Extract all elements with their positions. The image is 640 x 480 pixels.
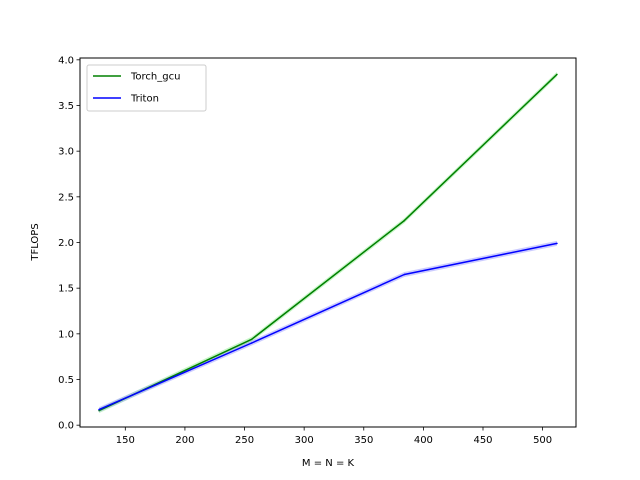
y-tick-label: 4.0 [58,55,74,66]
y-tick-label: 1.5 [58,284,74,295]
data-point-triton [403,273,406,276]
y-tick-label: 2.5 [58,192,74,203]
legend-label-torch-gcu: Torch_gcu [130,72,180,83]
x-tick-label: 300 [295,435,314,446]
x-tick-label: 450 [473,435,492,446]
series-line-triton [98,242,558,411]
y-tick-label: 0.5 [58,375,74,386]
y-tick-label: 0.0 [58,421,74,432]
legend-label-triton: Triton [130,94,159,105]
x-axis-label: M = N = K [302,458,355,469]
data-point-triton [250,342,253,344]
data-point-torch-gcu [403,219,406,222]
x-tick-label: 500 [533,435,552,446]
x-tick-label: 350 [354,435,373,446]
data-point-torch-gcu [556,73,558,76]
data-point-triton [556,242,558,245]
legend: Torch_gcu Triton [86,64,207,112]
x-tick-label: 200 [175,435,194,446]
data-point-triton [98,408,100,411]
x-axis-ticks: 150 200 250 300 350 400 450 500 [116,427,552,446]
y-tick-label: 3.0 [58,147,74,158]
y-tick-label: 3.5 [58,101,74,112]
x-tick-label: 250 [235,435,254,446]
y-tick-label: 2.0 [58,238,74,249]
series-lines [98,73,558,412]
data-point-torch-gcu [250,338,253,341]
y-axis-label: TFLOPS [30,223,41,261]
series-line-torch-gcu [98,73,558,412]
x-tick-label: 400 [414,435,433,446]
y-axis-ticks: 0.0 0.5 1.0 1.5 2.0 2.5 3.0 3.5 4.0 [58,55,80,432]
y-tick-label: 1.0 [58,329,74,340]
x-tick-label: 150 [116,435,135,446]
